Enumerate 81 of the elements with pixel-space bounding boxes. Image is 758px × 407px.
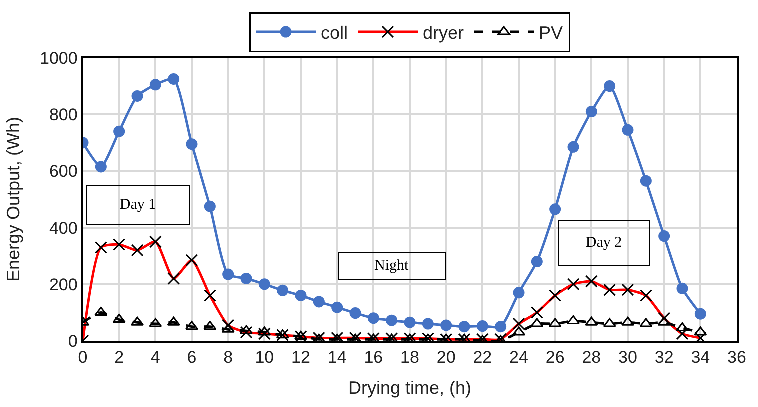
- x-tick-label: 22: [473, 348, 492, 368]
- point: [350, 308, 362, 320]
- x-tick-label: 2: [114, 348, 124, 368]
- point: [204, 321, 217, 330]
- annotation: Day 2: [586, 235, 622, 251]
- point: [150, 79, 162, 91]
- point: [694, 326, 708, 336]
- point: [513, 287, 525, 299]
- point: [258, 278, 270, 290]
- x-tick-label: 20: [436, 348, 456, 368]
- x-axis-title: Drying time, (h): [348, 378, 472, 398]
- x-tick-label: 6: [187, 348, 197, 368]
- annotation: Day 1: [120, 197, 156, 213]
- point: [658, 230, 670, 242]
- y-tick-label: 400: [49, 218, 78, 238]
- point: [295, 290, 307, 302]
- point: [332, 302, 344, 314]
- x-tick-label: 30: [618, 348, 638, 368]
- point: [277, 284, 289, 296]
- legend-label: coll: [321, 23, 348, 44]
- point: [531, 256, 543, 268]
- x-tick-label: 32: [654, 348, 674, 368]
- point: [94, 306, 108, 316]
- point: [658, 316, 671, 326]
- point: [422, 318, 434, 330]
- point: [585, 316, 598, 326]
- point: [440, 320, 452, 332]
- point: [676, 282, 688, 294]
- point: [640, 175, 652, 187]
- point: [404, 316, 416, 328]
- y-tick-label: 200: [49, 275, 78, 294]
- point: [368, 312, 380, 324]
- x-tick-label: 10: [255, 348, 274, 368]
- x-tick-label: 34: [691, 348, 710, 368]
- x-tick-label: 16: [364, 348, 384, 368]
- legend-label: dryer: [423, 23, 464, 44]
- point: [568, 141, 580, 153]
- point: [276, 329, 290, 341]
- y-tick-label: 800: [49, 106, 78, 125]
- point: [586, 106, 598, 118]
- point: [495, 321, 507, 333]
- annotation: Night: [374, 258, 410, 274]
- point: [603, 318, 616, 328]
- x-tick-label: 28: [582, 348, 602, 368]
- x-tick-label: 8: [224, 348, 234, 368]
- point: [204, 200, 216, 212]
- y-tick-label: 1000: [40, 48, 78, 68]
- point: [240, 272, 252, 284]
- point: [640, 318, 653, 328]
- x-tick-label: 14: [328, 348, 347, 368]
- point: [132, 90, 144, 102]
- point: [186, 138, 198, 150]
- y-tick-label: 600: [49, 162, 78, 182]
- point: [694, 308, 706, 320]
- point: [604, 80, 616, 92]
- point: [530, 318, 544, 328]
- point: [458, 321, 470, 333]
- point: [168, 73, 180, 85]
- x-tick-label: 12: [292, 348, 310, 368]
- point: [112, 314, 126, 324]
- point: [222, 268, 234, 280]
- point: [258, 326, 272, 336]
- point: [222, 324, 235, 333]
- x-tick-label: 24: [510, 348, 528, 368]
- x-tick-label: 18: [400, 348, 420, 368]
- x-tick-label: 4: [150, 348, 160, 368]
- y-tick-label: 0: [68, 332, 78, 351]
- point: [149, 318, 162, 328]
- point: [548, 318, 562, 328]
- point: [476, 320, 488, 332]
- point: [313, 296, 325, 308]
- point: [622, 124, 634, 136]
- x-tick-label: 26: [546, 348, 565, 368]
- point: [114, 126, 126, 138]
- legend-label: PV: [539, 23, 564, 44]
- point: [550, 204, 562, 216]
- point: [95, 161, 107, 173]
- point: [386, 314, 398, 326]
- point: [167, 316, 180, 326]
- x-tick-label: 36: [728, 348, 746, 368]
- y-axis-title: Energy Output, (Wh): [4, 116, 24, 282]
